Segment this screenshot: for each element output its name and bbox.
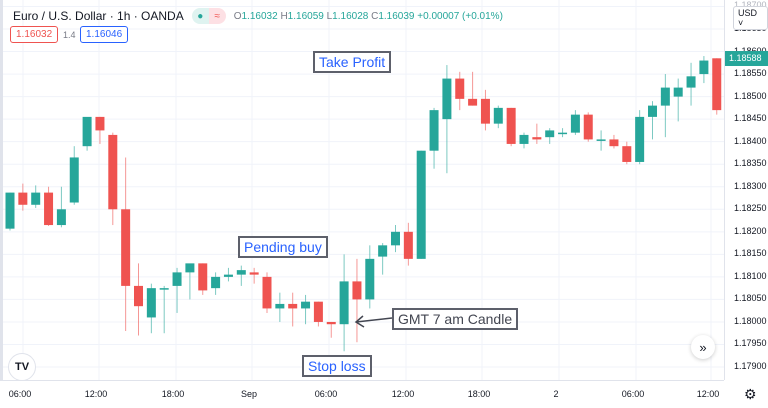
- price-tick-label: 1.18200: [734, 225, 767, 236]
- pending-buy-label[interactable]: Pending buy: [238, 236, 328, 258]
- price-tick-label: 1.18100: [734, 270, 767, 281]
- price-tick-label: 1.17900: [734, 361, 767, 372]
- price-tick-label: 1.18400: [734, 135, 767, 146]
- time-tick-label: 18:00: [161, 389, 185, 399]
- time-tick-label: 12:00: [391, 389, 415, 399]
- price-tick-label: 1.17950: [734, 338, 767, 349]
- stop-loss-label[interactable]: Stop loss: [302, 355, 372, 377]
- symbol-title[interactable]: Euro / U.S. Dollar · 1h · OANDA: [13, 9, 184, 23]
- time-axis[interactable]: 06:00 12:00 18:00 Sep 06:00 12:00 18:00 2 06:00 1…: [0, 380, 724, 408]
- delayed-data-icon: ≈: [208, 8, 226, 24]
- time-tick-label: 06:00: [314, 389, 338, 399]
- buy-button[interactable]: 1.16046: [80, 26, 129, 43]
- time-tick-label: 12:00: [696, 389, 720, 399]
- price-tick-label: 1.18150: [734, 248, 767, 259]
- price-tick-label: 1.18500: [734, 90, 767, 101]
- time-tick-label: 06:00: [8, 389, 32, 399]
- market-open-icon: ●: [191, 8, 209, 24]
- scroll-to-realtime-button[interactable]: »: [691, 335, 715, 359]
- price-tick-label: 1.18050: [734, 293, 767, 304]
- tradingview-logo[interactable]: TV: [8, 353, 36, 381]
- status-pill[interactable]: ● ≈: [191, 8, 226, 24]
- price-tick-label: 1.18000: [734, 315, 767, 326]
- last-price-label: 1.18588: [725, 51, 768, 66]
- sell-button[interactable]: 1.16032: [10, 26, 59, 43]
- chevron-down-icon: ˅: [738, 18, 744, 28]
- time-tick-label: 18:00: [467, 389, 491, 399]
- gmt-candle-label[interactable]: GMT 7 am Candle: [392, 308, 519, 330]
- price-tick-label: 1.18350: [734, 158, 767, 169]
- price-tick-label: 1.18550: [734, 68, 767, 79]
- settings-gear-icon[interactable]: ⚙: [744, 386, 757, 402]
- time-tick-label: 12:00: [84, 389, 108, 399]
- ohlc-values: O1.16032 H1.16059 L1.16028 C1.16039 +0.0…: [233, 10, 503, 22]
- time-tick-label: 06:00: [621, 389, 645, 399]
- time-tick-label: 2: [553, 389, 559, 399]
- price-tick-label: 1.18300: [734, 180, 767, 191]
- price-tick-label: 1.18700: [734, 0, 767, 10]
- take-profit-label[interactable]: Take Profit: [313, 51, 392, 73]
- price-tick-label: 1.18450: [734, 113, 767, 124]
- time-tick-label: Sep: [240, 389, 258, 399]
- chart-legend: Euro / U.S. Dollar · 1h · OANDA ● ≈ O1.1…: [13, 8, 503, 24]
- price-tick-label: 1.18250: [734, 203, 767, 214]
- currency-selector[interactable]: USD ˅: [733, 6, 768, 30]
- price-tick-label: 1.18600: [734, 46, 767, 56]
- spread-value: 1.4: [63, 30, 76, 40]
- double-chevron-right-icon: »: [699, 339, 707, 355]
- chart-pane[interactable]: Euro / U.S. Dollar · 1h · OANDA ● ≈ O1.1…: [0, 0, 724, 381]
